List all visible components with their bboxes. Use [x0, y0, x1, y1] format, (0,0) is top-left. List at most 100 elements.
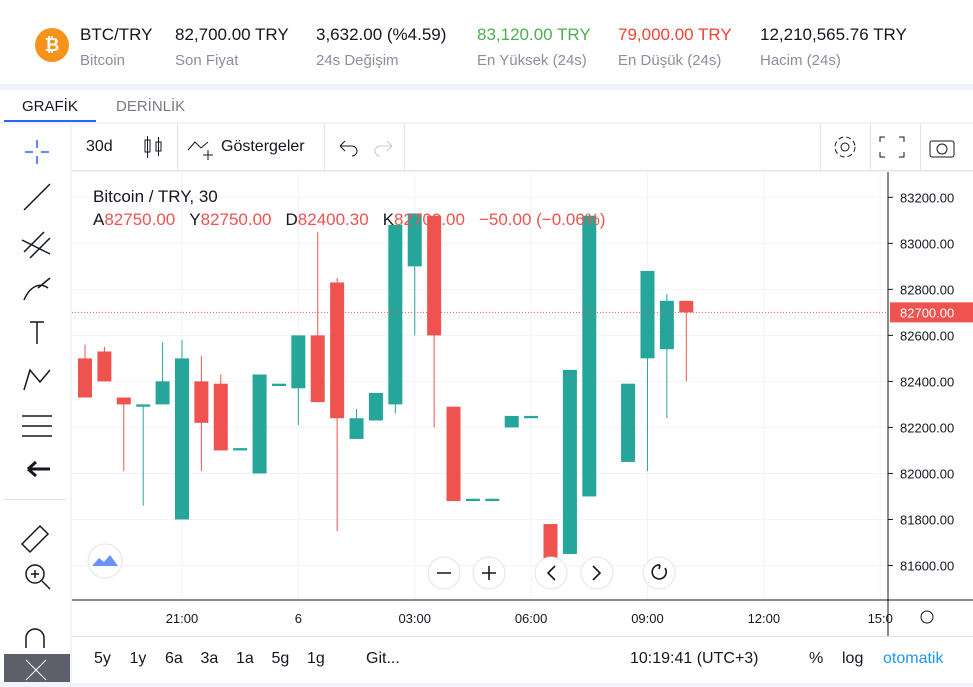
y-tick-label: 82800.00 [900, 282, 954, 297]
tab-underline [4, 120, 96, 122]
candle-body [621, 383, 636, 462]
candle-body [116, 397, 131, 405]
candle-body [136, 404, 151, 407]
candle-body [233, 448, 248, 451]
candle-body [465, 498, 480, 502]
goto: Git... [366, 650, 400, 667]
top-toolbar: 30d Göstergeler [72, 124, 973, 171]
candle-body [640, 270, 655, 359]
sep [404, 124, 405, 170]
ticker-bar: ₿ BTC/TRY Bitcoin 82,700.00 TRY Son Fiyat… [0, 0, 973, 84]
undo-redo[interactable] [336, 136, 396, 158]
candle-body [504, 415, 519, 428]
x-tick-label: 6 [295, 611, 302, 626]
legend-ohlc: A82750.00 Y82750.00 D82400.30 K82700.00 −50.… [93, 210, 606, 229]
stat-value: 82,700.00 TRY [175, 25, 289, 44]
candle-body [582, 215, 597, 497]
last-price-label: 82700.00 [900, 305, 954, 320]
chart: 81600.00 81800.00 82000.00 82200.00 82400.00… [72, 172, 973, 636]
sep [324, 124, 325, 170]
candle-body [330, 282, 345, 419]
candle-body [679, 300, 694, 313]
legend-key: Y [189, 210, 200, 229]
candle-body [349, 418, 364, 439]
candle-body [174, 358, 189, 520]
x-tick-label: 12:00 [748, 611, 781, 626]
stat-value: 3,632.00 (%4.59) [316, 25, 447, 44]
candle-body [562, 369, 577, 554]
range-button[interactable]: 5g [271, 650, 290, 667]
legend-part: 82700.00 [394, 210, 465, 229]
stat-label: En Düşük (24s) [618, 52, 722, 69]
candle-body [310, 335, 325, 403]
y-tick-label: 81600.00 [900, 558, 954, 573]
scale-option[interactable]: otomatik [883, 650, 944, 667]
range-button[interactable]: 1g [307, 650, 325, 667]
range-button[interactable]: 3a [200, 650, 219, 667]
legend-part: −50.00 (−0.06%) [479, 210, 606, 229]
range-button[interactable]: 6a [165, 650, 183, 667]
candle-body [291, 335, 306, 389]
y-tick-label: 82200.00 [900, 420, 954, 435]
legend-title: Bitcoin / TRY, 30 [93, 187, 218, 206]
legend-key: A [93, 210, 105, 229]
candle-body [427, 215, 442, 336]
indicator-icon [187, 141, 213, 160]
legend-part: 82750.00 [201, 210, 272, 229]
coin-name: Bitcoin [80, 52, 126, 69]
settings[interactable] [920, 610, 934, 624]
candle-body [524, 415, 539, 419]
stat-label: En Yüksek (24s) [477, 52, 587, 69]
range-button[interactable]: 1y [129, 650, 147, 667]
candle-body [543, 524, 558, 561]
svg-text:₿: ₿ [45, 35, 60, 55]
y-tick-label: 81800.00 [900, 512, 954, 527]
scale-option[interactable]: log [842, 650, 864, 667]
indicators[interactable]: Göstergeler [221, 138, 305, 155]
x-tick-label: 09:00 [631, 611, 664, 626]
tabs: GRAFİK DERİNLİK [0, 90, 973, 122]
stat-value: 79,000.00 TRY [618, 25, 732, 44]
candle-body [194, 381, 209, 423]
x-tick-label: 06:00 [515, 611, 548, 626]
interval[interactable]: 30d [86, 138, 113, 155]
range-button[interactable]: 1a [236, 650, 254, 667]
candle-type[interactable] [142, 134, 166, 160]
y-tick-label: 83200.00 [900, 190, 954, 205]
tab[interactable]: DERİNLİK [116, 98, 186, 115]
scale-option[interactable]: % [809, 650, 824, 667]
candle-body [368, 392, 383, 421]
sep [920, 124, 921, 170]
x-tick-label: 03:00 [398, 611, 431, 626]
stat-label: Son Fiyat [175, 52, 239, 69]
candle-body [271, 383, 286, 386]
legend-key: K [383, 210, 395, 229]
candle-body [407, 213, 422, 267]
candle-body [485, 498, 500, 502]
stat-value: 83,120.00 TRY [477, 25, 591, 44]
candle-body [388, 224, 403, 405]
y-tick-label: 83000.00 [900, 236, 954, 251]
candle-body [155, 381, 170, 405]
candle-body [252, 374, 267, 474]
candle-body [77, 358, 92, 398]
candle-body [97, 351, 112, 382]
btc-icon: ₿ [35, 28, 69, 62]
stat-label: 24s Değişim [316, 52, 399, 69]
last-price-box [890, 302, 973, 323]
stat-value: 12,210,565.76 TRY [760, 25, 907, 44]
pair: BTC/TRY [80, 25, 153, 44]
clock: 10:19:41 (UTC+3) [630, 650, 759, 667]
candle-body [659, 300, 674, 350]
range-button[interactable]: 5y [94, 650, 111, 667]
zoom-controls[interactable] [427, 556, 676, 590]
legend-part: 82400.30 [298, 210, 369, 229]
tab[interactable]: GRAFİK [22, 98, 78, 115]
legend-key: D [286, 210, 298, 229]
drawing-tools[interactable] [0, 124, 70, 682]
right-icons[interactable] [832, 134, 962, 160]
y-tick-label: 82600.00 [900, 328, 954, 343]
sep [870, 124, 871, 170]
left-toolbar [0, 124, 70, 682]
